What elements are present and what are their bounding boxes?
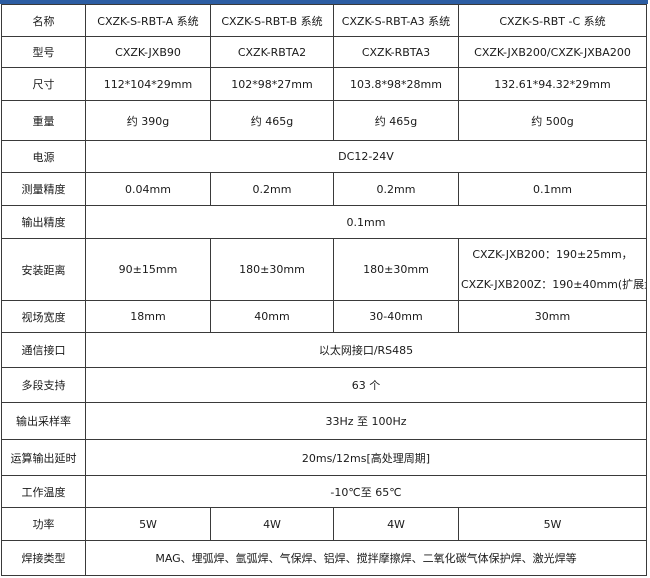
row-label: 视场宽度	[1, 300, 86, 333]
value-cell: CXZK-RBTA3	[333, 36, 459, 68]
value-cell: CXZK-S-RBT-A3 系统	[333, 4, 459, 37]
table-row: 多段支持 63 个	[1, 367, 647, 403]
row-label: 运算输出延时	[1, 439, 86, 476]
table-row: 测量精度 0.04mm 0.2mm 0.2mm 0.1mm	[1, 172, 647, 206]
row-label: 安装距离	[1, 238, 86, 301]
table-row: 输出采样率 33Hz 至 100Hz	[1, 402, 647, 440]
value-cell: CXZK-JXB200/CXZK-JXBA200	[458, 36, 647, 68]
top-accent-bar	[0, 0, 648, 4]
merged-value-cell: 63 个	[85, 367, 647, 403]
value-cell: 约 390g	[85, 100, 211, 141]
value-line: CXZK-JXB200Z：190±40mm(扩展量程)	[461, 277, 646, 291]
row-label: 工作温度	[1, 475, 86, 508]
merged-value-cell: 20ms/12ms[高处理周期]	[85, 439, 647, 476]
value-cell: 5W	[85, 507, 211, 541]
row-label: 名称	[1, 4, 86, 37]
value-cell: 180±30mm	[333, 238, 459, 301]
value-cell: CXZK-JXB200：190±25mm， CXZK-JXB200Z：190±40…	[458, 238, 647, 301]
row-label: 输出采样率	[1, 402, 86, 440]
value-cell: 112*104*29mm	[85, 67, 211, 101]
table-row: 重量约 390g 约 465g 约 465g 约 500g	[1, 100, 647, 141]
value-cell: 约 500g	[458, 100, 647, 141]
row-label: 功率	[1, 507, 86, 541]
table-row: 功率 5W 4W 4W 5W	[1, 507, 647, 541]
merged-value-cell: -10℃至 65℃	[85, 475, 647, 508]
value-cell: CXZK-S-RBT-B 系统	[210, 4, 334, 37]
row-label: 通信接口	[1, 332, 86, 368]
value-cell: 0.2mm	[210, 172, 334, 206]
table-row: 通信接口 以太网接口/RS485	[1, 332, 647, 368]
row-label: 多段支持	[1, 367, 86, 403]
value-cell: 103.8*98*28mm	[333, 67, 459, 101]
table-row: 工作温度 -10℃至 65℃	[1, 475, 647, 508]
value-cell: CXZK-S-RBT -C 系统	[458, 4, 647, 37]
row-label: 型号	[1, 36, 86, 68]
merged-value-cell: 以太网接口/RS485	[85, 332, 647, 368]
value-cell: 30mm	[458, 300, 647, 333]
value-cell: 180±30mm	[210, 238, 334, 301]
value-cell: 0.1mm	[458, 172, 647, 206]
value-cell: 18mm	[85, 300, 211, 333]
spec-table: 名称 CXZK-S-RBT-A 系统 CXZK-S-RBT-B 系统 CXZK-S-R…	[1, 4, 647, 576]
row-label: 焊接类型	[1, 540, 86, 576]
table-row: 安装距离 90±15mm 180±30mm 180±30mm CXZK-JXB200：1…	[1, 238, 647, 301]
table-row: 名称 CXZK-S-RBT-A 系统 CXZK-S-RBT-B 系统 CXZK-S-R…	[1, 4, 647, 37]
row-label: 输出精度	[1, 205, 86, 239]
row-label: 测量精度	[1, 172, 86, 206]
value-cell: CXZK-JXB90	[85, 36, 211, 68]
table-row: 型号 CXZK-JXB90 CXZK-RBTA2 CXZK-RBTA3 CXZK-JXB…	[1, 36, 647, 68]
value-cell: 102*98*27mm	[210, 67, 334, 101]
value-cell: CXZK-S-RBT-A 系统	[85, 4, 211, 37]
value-cell: CXZK-RBTA2	[210, 36, 334, 68]
value-cell: 0.2mm	[333, 172, 459, 206]
table-row: 输出精度 0.1mm	[1, 205, 647, 239]
row-label: 尺寸	[1, 67, 86, 101]
merged-value-cell: 0.1mm	[85, 205, 647, 239]
value-cell: 4W	[333, 507, 459, 541]
value-cell: 5W	[458, 507, 647, 541]
value-cell: 4W	[210, 507, 334, 541]
table-row: 焊接类型 MAG、埋弧焊、氩弧焊、气保焊、铝焊、搅拌摩擦焊、二氧化碳气体保护焊、激…	[1, 540, 647, 576]
table-row: 尺寸 112*104*29mm 102*98*27mm 103.8*98*28mm 13…	[1, 67, 647, 101]
table-row: 视场宽度 18mm 40mm 30-40mm 30mm	[1, 300, 647, 333]
merged-value-cell: DC12-24V	[85, 140, 647, 173]
table-row: 运算输出延时 20ms/12ms[高处理周期]	[1, 439, 647, 476]
merged-value-cell: 33Hz 至 100Hz	[85, 402, 647, 440]
value-cell: 0.04mm	[85, 172, 211, 206]
value-cell: 132.61*94.32*29mm	[458, 67, 647, 101]
row-label: 重量	[1, 100, 86, 141]
merged-value-cell: MAG、埋弧焊、氩弧焊、气保焊、铝焊、搅拌摩擦焊、二氧化碳气体保护焊、激光焊等	[85, 540, 647, 576]
value-cell: 约 465g	[333, 100, 459, 141]
value-cell: 约 465g	[210, 100, 334, 141]
value-cell: 30-40mm	[333, 300, 459, 333]
value-cell: 40mm	[210, 300, 334, 333]
table-row: 电源 DC12-24V	[1, 140, 647, 173]
value-line: CXZK-JXB200：190±25mm，	[472, 247, 633, 261]
value-cell: 90±15mm	[85, 238, 211, 301]
row-label: 电源	[1, 140, 86, 173]
